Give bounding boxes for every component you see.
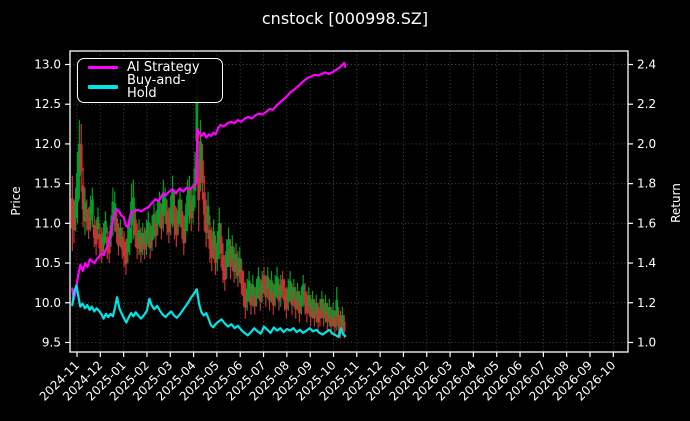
svg-text:12.0: 12.0: [34, 137, 61, 151]
legend-item: AI Strategy: [88, 61, 212, 74]
svg-text:11.0: 11.0: [34, 216, 61, 230]
left-axis-title: Price: [9, 186, 23, 216]
series-line-ai-strategy: [71, 61, 347, 301]
svg-text:1.6: 1.6: [637, 216, 656, 230]
svg-text:12.5: 12.5: [34, 97, 61, 111]
gridlines: [70, 51, 628, 352]
legend-label-ai-strategy: AI Strategy: [127, 60, 200, 75]
legend-item: Buy-and-Hold: [88, 74, 212, 100]
svg-text:9.5: 9.5: [42, 335, 61, 349]
svg-text:13.0: 13.0: [34, 58, 61, 72]
legend-label-buy-and-hold: Buy-and-Hold: [127, 73, 186, 101]
ai-strategy-line-swatch: [88, 65, 118, 70]
buy-and-hold-line-swatch: [88, 85, 118, 89]
svg-text:10.0: 10.0: [34, 296, 61, 310]
right-axis-title: Return: [669, 183, 683, 223]
svg-text:11.5: 11.5: [34, 177, 61, 191]
svg-text:2.0: 2.0: [637, 137, 656, 151]
svg-text:10.5: 10.5: [34, 256, 61, 270]
axis-ticks: [65, 63, 633, 357]
svg-text:1.2: 1.2: [637, 296, 656, 310]
svg-text:1.0: 1.0: [637, 335, 656, 349]
series-line-buy-and-hold: [71, 284, 347, 338]
chart-title: cnstock [000998.SZ]: [261, 9, 429, 28]
svg-text:2.4: 2.4: [637, 58, 656, 72]
svg-text:1.4: 1.4: [637, 256, 656, 270]
plot-border: [69, 50, 629, 353]
svg-text:1.8: 1.8: [637, 177, 656, 191]
svg-text:2.2: 2.2: [637, 97, 656, 111]
legend: AI Strategy Buy-and-Hold: [77, 58, 223, 103]
